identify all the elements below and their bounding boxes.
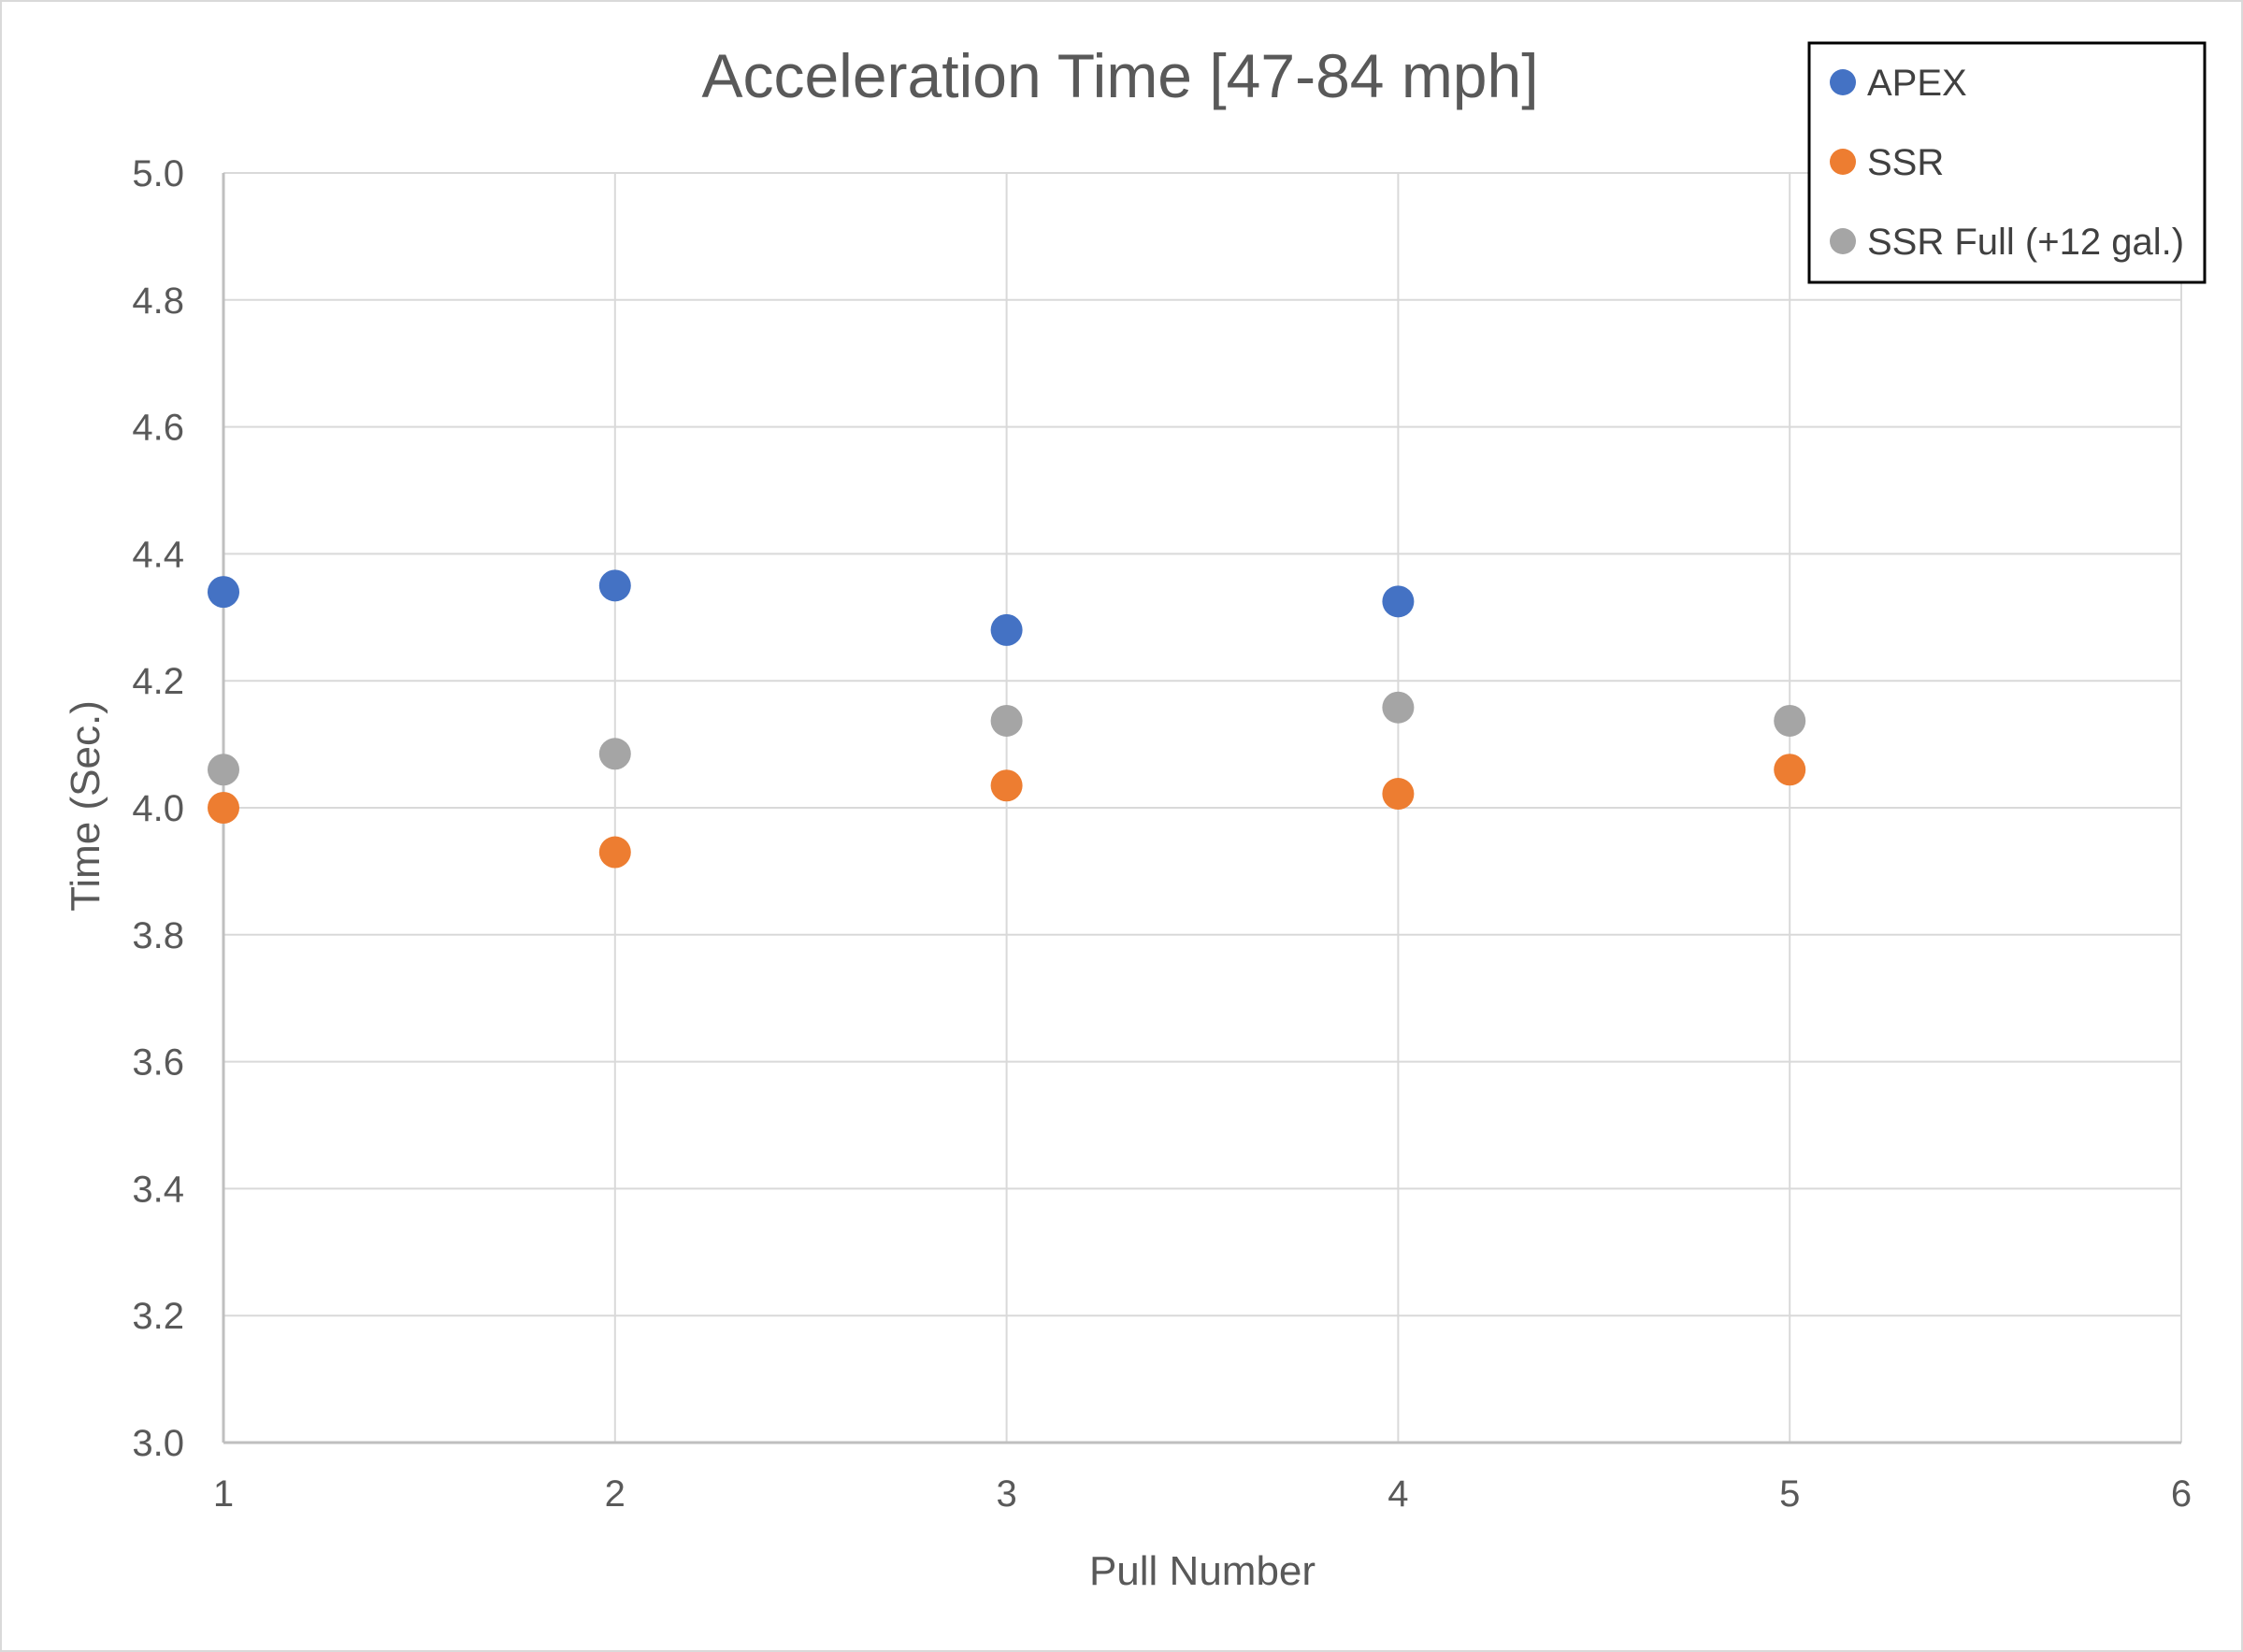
- legend-marker-apex: [1830, 69, 1856, 95]
- y-tick-label: 3.6: [132, 1042, 184, 1084]
- point-apex: [990, 613, 1023, 646]
- legend-marker-ssr: [1830, 149, 1856, 175]
- x-tick-label: 5: [1779, 1473, 1800, 1515]
- y-tick-label: 4.2: [132, 661, 184, 702]
- legend-box: [1807, 41, 2207, 284]
- point-ssr-full-12-gal: [598, 738, 631, 770]
- legend-label-ssr: SSR: [1867, 142, 1944, 183]
- point-apex: [208, 576, 239, 609]
- y-tick-label: 3.4: [132, 1169, 184, 1210]
- y-tick-label: 5.0: [132, 153, 184, 194]
- tick-labels: 3.0 3.2 3.4 3.6 3.8 4.0 4.2 4.4 4.6 4.8 5.0 1 2 3 4 5 6: [132, 153, 2192, 1515]
- y-tick-label: 3.0: [132, 1423, 184, 1464]
- point-ssr-full-12-gal: [1382, 691, 1415, 724]
- point-ssr-full-12-gal: [1774, 704, 1806, 737]
- y-tick-label: 4.8: [132, 280, 184, 322]
- legend-label-ssr-full-12-gal: SSR Full (+12 gal.): [1867, 222, 2184, 263]
- point-ssr: [208, 792, 239, 824]
- x-tick-label: 2: [605, 1473, 625, 1515]
- y-tick-label: 4.6: [132, 408, 184, 449]
- point-apex: [1382, 585, 1415, 618]
- x-axis-title: Pull Number: [1089, 1548, 1316, 1594]
- y-tick-label: 4.4: [132, 534, 184, 575]
- x-tick-label: 6: [2171, 1473, 2192, 1515]
- y-tick-label: 3.8: [132, 915, 184, 956]
- point-ssr: [1382, 778, 1415, 811]
- y-axis-title: Time (Sec.): [63, 700, 108, 912]
- y-tick-label: 4.0: [132, 788, 184, 829]
- gridlines: [223, 172, 2182, 1443]
- legend: APEX SSR SSR Full (+12 gal.): [1807, 41, 2207, 284]
- x-tick-label: 1: [213, 1473, 234, 1515]
- legend-label-apex: APEX: [1867, 63, 1967, 104]
- x-tick-label: 4: [1387, 1473, 1408, 1515]
- point-ssr: [598, 836, 631, 869]
- legend-marker-ssr-full-12-gal: [1830, 228, 1856, 254]
- point-apex: [598, 569, 631, 602]
- point-ssr: [1774, 754, 1806, 786]
- point-ssr-full-12-gal: [208, 754, 239, 786]
- point-ssr-full-12-gal: [990, 704, 1023, 737]
- x-tick-label: 3: [996, 1473, 1016, 1515]
- point-ssr: [990, 769, 1023, 802]
- y-tick-label: 3.2: [132, 1296, 184, 1337]
- data-points: [208, 569, 1806, 869]
- chart-title: Acceleration Time [47-84 mph]: [701, 41, 1538, 110]
